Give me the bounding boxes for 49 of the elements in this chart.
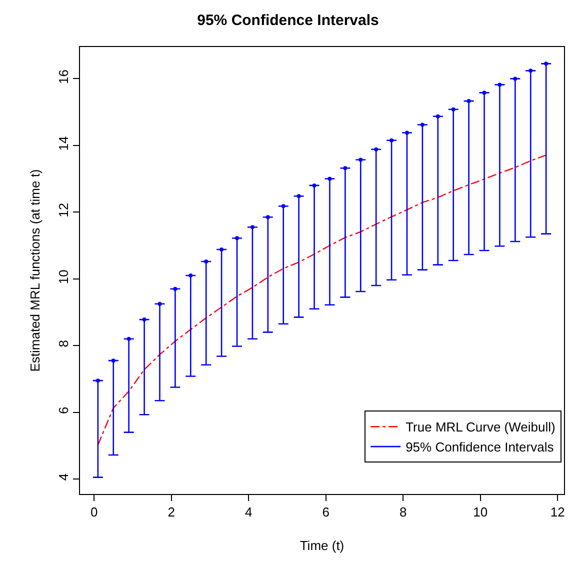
point — [281, 204, 286, 208]
x-tick-label: 0 — [90, 504, 98, 520]
point — [312, 183, 316, 188]
point — [451, 107, 456, 112]
point — [158, 302, 162, 306]
point — [544, 62, 548, 66]
y-axis-title: Estimated MRL functions (at time t) — [28, 169, 43, 372]
point — [420, 122, 424, 127]
chart-title: 95% Confidence Intervals — [197, 12, 379, 29]
y-tick-label: 10 — [56, 270, 71, 284]
y-tick-label: 12 — [56, 202, 71, 218]
point — [250, 225, 254, 230]
point — [235, 236, 240, 240]
point — [436, 114, 440, 118]
point — [204, 259, 208, 264]
point — [266, 215, 270, 220]
point — [188, 274, 193, 278]
point — [173, 286, 178, 291]
y-tick-label: 16 — [56, 70, 71, 84]
point — [328, 176, 332, 181]
point — [390, 138, 394, 142]
y-tick-label: 6 — [56, 406, 71, 414]
point — [482, 90, 486, 95]
legend-label: True MRL Curve (Weibull) — [406, 420, 556, 435]
point — [404, 130, 409, 135]
x-tick-label: 2 — [168, 504, 175, 520]
point — [220, 247, 224, 252]
x-tick-label: 12 — [550, 504, 565, 520]
y-tick-label: 8 — [56, 340, 71, 348]
point — [466, 99, 471, 104]
point — [513, 76, 518, 81]
legend-label: 95% Confidence Intervals — [406, 440, 554, 455]
point — [358, 158, 363, 162]
x-tick-label: 10 — [473, 504, 488, 520]
point — [296, 194, 301, 198]
y-tick-label: 4 — [56, 473, 71, 481]
x-axis-title: Time (t) — [300, 538, 344, 554]
point — [96, 378, 100, 383]
y-tick-label: 14 — [56, 136, 71, 151]
x-tick-label: 4 — [244, 504, 252, 520]
point — [374, 147, 378, 152]
point — [126, 336, 131, 341]
point — [142, 318, 146, 322]
x-tick-label: 8 — [400, 504, 407, 520]
point — [343, 166, 348, 170]
x-tick-label: 6 — [322, 504, 330, 520]
point — [528, 68, 533, 73]
point — [111, 358, 116, 363]
point — [498, 82, 502, 87]
